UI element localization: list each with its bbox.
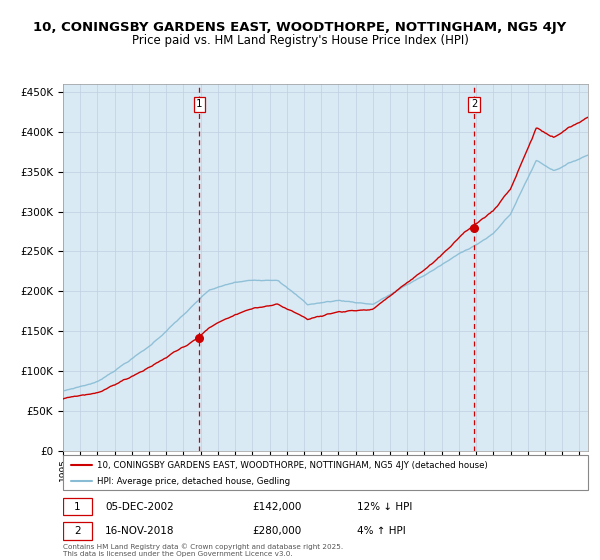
Text: 05-DEC-2002: 05-DEC-2002 <box>105 502 174 512</box>
Text: 10, CONINGSBY GARDENS EAST, WOODTHORPE, NOTTINGHAM, NG5 4JY (detached house): 10, CONINGSBY GARDENS EAST, WOODTHORPE, … <box>97 460 488 469</box>
Text: Contains HM Land Registry data © Crown copyright and database right 2025.
This d: Contains HM Land Registry data © Crown c… <box>63 544 343 557</box>
FancyBboxPatch shape <box>63 498 92 515</box>
Text: 1: 1 <box>74 502 80 512</box>
FancyBboxPatch shape <box>63 522 92 540</box>
Text: £142,000: £142,000 <box>252 502 301 512</box>
Text: 12% ↓ HPI: 12% ↓ HPI <box>357 502 412 512</box>
Text: HPI: Average price, detached house, Gedling: HPI: Average price, detached house, Gedl… <box>97 477 290 486</box>
Text: 1: 1 <box>196 99 202 109</box>
FancyBboxPatch shape <box>63 455 588 490</box>
Text: Price paid vs. HM Land Registry's House Price Index (HPI): Price paid vs. HM Land Registry's House … <box>131 34 469 46</box>
Text: 16-NOV-2018: 16-NOV-2018 <box>105 526 175 536</box>
Text: 2: 2 <box>74 526 80 536</box>
Text: 4% ↑ HPI: 4% ↑ HPI <box>357 526 406 536</box>
Text: 10, CONINGSBY GARDENS EAST, WOODTHORPE, NOTTINGHAM, NG5 4JY: 10, CONINGSBY GARDENS EAST, WOODTHORPE, … <box>34 21 566 34</box>
Text: £280,000: £280,000 <box>252 526 301 536</box>
Text: 2: 2 <box>471 99 477 109</box>
